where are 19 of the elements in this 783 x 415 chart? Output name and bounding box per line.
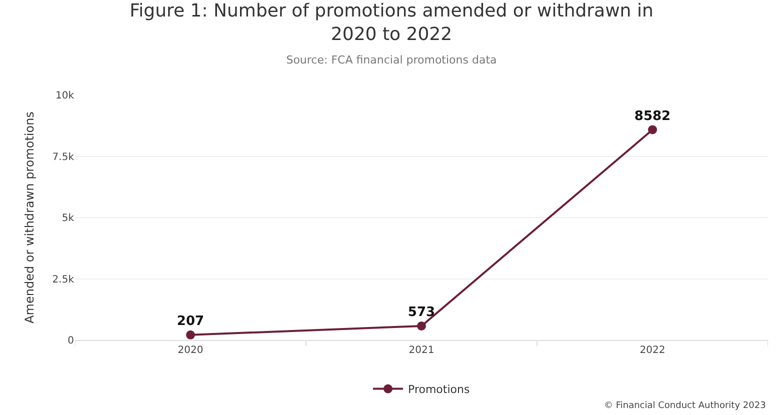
x-tick-label: 2022 [640,345,666,356]
y-tick-label: 10k [55,90,74,102]
y-tick-label: 2.5k [52,274,74,286]
point [417,321,426,330]
legend-label: Promotions [408,383,470,396]
chart-subtitle: Source: FCA financial promotions data [286,53,497,66]
chart-title: Figure 1: Number of promotions amended or withdrawn in 2020 to 2022 [130,0,654,45]
point [186,330,195,340]
point [648,125,657,134]
data-label: 207 [176,314,204,330]
data-label: 8582 [634,108,671,124]
y-axis-title: Amended or withdrawn promotions [22,112,37,324]
x-tick-label: 2021 [408,345,434,356]
text: © Financial Conduct Authority 2023 [604,401,766,411]
y-tick-label: 5k [62,213,74,224]
y-tick-label: 7.5k [52,152,74,163]
x-tick-label: 2020 [178,345,204,356]
y-tick-label: 0 [68,336,74,346]
data-label: 573 [408,305,436,320]
